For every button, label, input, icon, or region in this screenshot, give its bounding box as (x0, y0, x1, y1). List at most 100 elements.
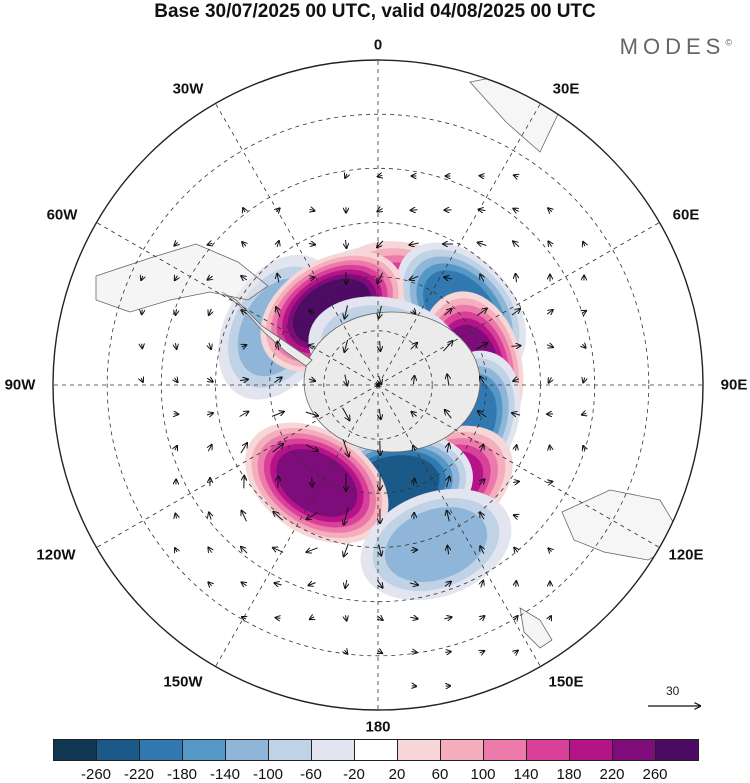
wind-vector (208, 243, 213, 245)
brand-mark: © (725, 37, 732, 48)
lon-label-30w: 30W (172, 80, 204, 98)
wind-vector (242, 242, 246, 246)
wind-vector (379, 305, 382, 318)
polar-map (52, 59, 704, 711)
wind-vector (175, 548, 177, 552)
wind-vector (345, 615, 346, 620)
colorbar-tick: -260 (80, 766, 112, 783)
wind-vector (582, 311, 586, 313)
meridian-line (377, 384, 541, 667)
wind-vector (548, 241, 551, 246)
wind-vector (516, 581, 517, 587)
lon-label-30e: 30E (552, 80, 580, 98)
wind-vector (478, 411, 487, 418)
wind-vector (310, 277, 315, 278)
wind-vector (308, 583, 316, 586)
wind-vector (513, 241, 520, 248)
wind-vector (445, 410, 452, 419)
wind-vector (377, 272, 384, 284)
wind-vector (209, 308, 212, 315)
wind-vector (583, 446, 585, 450)
wind-vector (549, 616, 551, 620)
wind-vector (209, 342, 211, 349)
wind-vector (377, 209, 382, 212)
meridian-line (377, 222, 660, 386)
wind-vector (411, 652, 416, 653)
wind-vector (274, 377, 281, 384)
colorbar-segment (269, 740, 312, 760)
wind-vector (479, 479, 484, 486)
wind-vector (409, 583, 418, 585)
wind-vector (444, 309, 451, 316)
wind-vector (481, 445, 484, 452)
wind-vector (243, 208, 245, 212)
wind-vector (345, 650, 348, 654)
wind-vector (208, 582, 211, 585)
wind-vector (206, 378, 213, 382)
meridian-line (96, 384, 379, 548)
meridian-line (215, 384, 379, 667)
wind-vector (447, 444, 449, 453)
lon-label-150e: 150E (548, 673, 584, 691)
wind-vector (141, 378, 143, 382)
wind-vector (476, 309, 487, 316)
colorbar-segment (613, 740, 656, 760)
wind-vector (413, 446, 415, 451)
wind-vector (515, 445, 516, 451)
wind-vector (239, 412, 249, 417)
wind-vector (481, 581, 483, 588)
wind-vector (208, 445, 211, 452)
wind-vector (309, 345, 316, 347)
wind-vector (549, 377, 552, 382)
wind-vector (514, 651, 518, 654)
wind-vector (379, 408, 381, 419)
south-pole-marker (375, 382, 381, 388)
latitude-circle (269, 276, 487, 494)
wind-vector (376, 580, 382, 587)
wind-vector (447, 374, 449, 386)
wind-vector (476, 343, 488, 350)
colorbar-tick: 60 (431, 766, 449, 783)
wind-vector (308, 379, 315, 381)
map-title: Base 30/07/2025 00 UTC, valid 04/08/2025… (154, 1, 596, 22)
wind-vector (411, 210, 418, 211)
wind-vector (241, 547, 248, 554)
colorbar-tick: 100 (470, 766, 496, 783)
wind-vector (345, 579, 347, 588)
wind-vector (208, 547, 211, 552)
lon-label-60e: 60E (672, 206, 700, 224)
colorbar-segment (398, 740, 441, 760)
antarctica-landmass (303, 311, 481, 453)
wind-vector (175, 446, 177, 450)
wind-vector (514, 175, 518, 177)
wind-vector (242, 617, 246, 619)
colorbar-tick: -220 (123, 766, 155, 783)
wind-vector (240, 379, 248, 380)
colorbar-segment (355, 740, 398, 760)
colorbar-tick: -60 (300, 766, 322, 783)
wind-vector (344, 507, 349, 524)
colorbar-tick: 140 (513, 766, 539, 783)
wind-vector (411, 412, 416, 416)
colorbar-tick: 20 (388, 766, 406, 783)
wind-vector (271, 412, 284, 417)
lon-label-0: 0 (373, 36, 383, 54)
wind-vector (511, 309, 520, 316)
wind-vector (413, 479, 414, 486)
wind-vector (276, 208, 279, 211)
wind-vector (582, 413, 586, 414)
wind-vector (276, 307, 280, 318)
wind-vector (241, 310, 246, 314)
wind-vector (345, 374, 347, 386)
wind-vector (447, 477, 450, 488)
colorbar-tick: -140 (209, 766, 241, 783)
lon-label-90e: 90E (720, 376, 748, 394)
wind-vector (548, 548, 551, 551)
wind-vector (310, 209, 315, 211)
wind-vector (480, 377, 484, 384)
wind-vector (412, 686, 416, 687)
wind-vector (480, 176, 485, 177)
lon-label-60w: 60W (46, 206, 78, 224)
wind-vector (444, 582, 451, 587)
wind-vector (378, 651, 382, 653)
